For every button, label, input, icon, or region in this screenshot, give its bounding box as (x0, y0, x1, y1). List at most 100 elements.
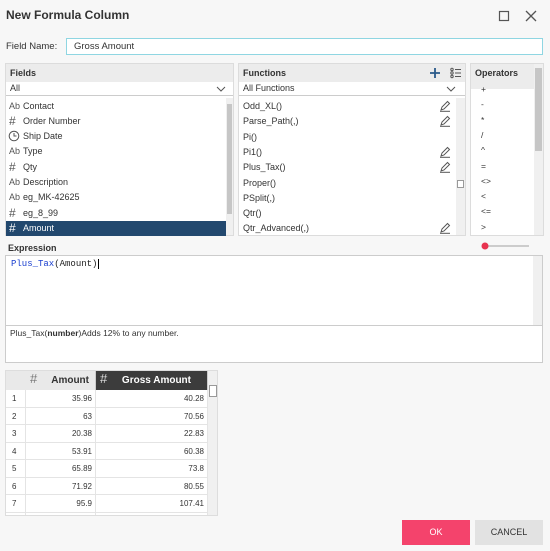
operator-item[interactable]: <> (481, 175, 491, 186)
functions-filter[interactable]: All Functions (239, 82, 465, 96)
function-item[interactable]: Plus_Tax() (239, 160, 455, 175)
scroll-thumb[interactable] (209, 385, 217, 397)
function-name: Odd_XL() (243, 101, 283, 111)
field-name: Amount (23, 222, 55, 233)
field-type: # (9, 159, 16, 174)
table-cell: 65.89 (26, 460, 96, 478)
column-type: # (100, 371, 108, 386)
field-item[interactable]: Ab Contact (6, 99, 226, 114)
table-cell: 71.92 (26, 477, 96, 495)
field-item[interactable]: Ab Type (6, 144, 226, 159)
field-name: eg_MK-42625 (23, 192, 80, 203)
operator-item[interactable]: <= (481, 206, 491, 217)
function-name: Pi() (243, 131, 257, 142)
cancel-button[interactable]: CANCEL (475, 520, 543, 545)
operator-item[interactable]: = (481, 160, 486, 171)
operator-item[interactable]: < (481, 191, 486, 202)
operator-item[interactable]: + (481, 84, 486, 94)
scrollbar[interactable] (534, 64, 543, 235)
table-cell: 53.91 (26, 442, 96, 460)
header-cell (6, 371, 26, 390)
description-text: )Adds 12% to any number. (78, 328, 179, 338)
field-item[interactable]: # Order Number (6, 114, 226, 129)
scroll-thumb[interactable] (457, 180, 464, 188)
maximize-button[interactable] (498, 10, 510, 22)
field-item[interactable]: # Amount (6, 220, 226, 237)
function-description: Plus_Tax(number)Adds 12% to any number. (5, 325, 543, 363)
operators-header: Operators (471, 64, 543, 89)
field-name: Ship Date (23, 131, 63, 142)
column-name: Gross Amount (121, 375, 191, 386)
filter-text: All Functions (243, 83, 295, 93)
field-item[interactable]: Ab eg_MK-42625 (6, 190, 226, 205)
edit-icon (440, 161, 451, 173)
function-name: Parse_Path(,) (243, 116, 299, 127)
field-name-input[interactable]: Gross Amount (66, 38, 543, 55)
row-number: 3 (6, 425, 26, 443)
table-cell: 63 (26, 407, 96, 425)
function-item[interactable]: Qtr() (239, 206, 455, 221)
field-name: Order Number (23, 115, 81, 126)
function-name: Qtr() (243, 208, 262, 219)
operator-item[interactable]: - (481, 99, 484, 110)
scroll-thumb[interactable] (227, 104, 232, 214)
description-text: Plus_Tax( (10, 328, 48, 338)
function-item[interactable]: Qtr_Advanced(,) (239, 221, 455, 236)
field-type: Ab (9, 100, 21, 111)
expression-editor[interactable]: Plus_Tax(Amount) (5, 255, 543, 326)
function-item[interactable]: Pi1() (239, 145, 455, 160)
scrollbar[interactable] (456, 98, 465, 235)
table-cell: 64.74 (26, 512, 96, 515)
table-cell: 73.8 (96, 460, 208, 478)
field-name: Type (23, 146, 43, 157)
chevron (216, 86, 226, 92)
expression-label: Expression (8, 243, 57, 253)
function-item[interactable]: Proper() (239, 176, 455, 191)
function-name: Proper() (243, 177, 277, 188)
add-function-button[interactable] (429, 67, 441, 79)
scrollbar[interactable] (533, 256, 542, 325)
function-item[interactable]: Parse_Path(,) (239, 114, 455, 129)
preview-table: # Amount # Gross Amount 1 35.96 40.28 2 63 70.56 3… (5, 370, 218, 516)
list-button[interactable] (450, 67, 462, 79)
fields-filter[interactable]: All (6, 82, 233, 96)
row-number: 7 (6, 495, 26, 513)
dialog-title: New Formula Column (6, 8, 130, 22)
function-item[interactable]: Pi() (239, 130, 455, 145)
functions-panel: Functions All Functions Odd_XL() Parse_Pa… (238, 63, 466, 236)
expression-args: (Amount) (54, 259, 98, 269)
operator-item[interactable]: / (481, 129, 484, 140)
function-name: PSplit(,) (243, 192, 276, 203)
field-item[interactable]: # eg_8_99 (6, 206, 226, 221)
field-name-label: Field Name: (6, 41, 58, 52)
zoom-slider[interactable] (480, 241, 532, 251)
table-cell: 60.38 (96, 442, 208, 460)
close-button[interactable] (525, 10, 537, 22)
field-name: eg_8_99 (23, 207, 59, 218)
operator-item[interactable]: ^ (481, 145, 485, 156)
ok-button[interactable]: OK (402, 520, 470, 545)
table-cell: 107.41 (96, 495, 208, 513)
function-item[interactable]: Odd_XL() (239, 99, 455, 114)
function-item[interactable]: PSplit(,) (239, 191, 455, 206)
edit-icon (440, 116, 451, 128)
operator-item[interactable]: * (481, 114, 485, 125)
filter-text: All (10, 83, 21, 93)
field-item[interactable]: Ship Date (6, 129, 226, 144)
scroll-thumb[interactable] (535, 68, 542, 151)
clock-icon (8, 130, 20, 142)
table-cell: 35.96 (26, 390, 96, 408)
field-name: Qty (23, 161, 38, 172)
edit-icon (440, 100, 451, 112)
scrollbar[interactable] (208, 371, 217, 515)
function-name: Plus_Tax() (243, 162, 286, 173)
scrollbar[interactable] (226, 98, 233, 235)
table-cell: 40.28 (96, 390, 208, 408)
field-item[interactable]: Ab Description (6, 175, 226, 190)
operator-item[interactable]: > (481, 221, 486, 232)
expression-text: Plus_Tax(Amount) (11, 259, 100, 269)
field-item[interactable]: # Qty (6, 160, 226, 175)
expression-function: Plus_Tax (11, 259, 55, 269)
field-type: # (9, 220, 16, 235)
